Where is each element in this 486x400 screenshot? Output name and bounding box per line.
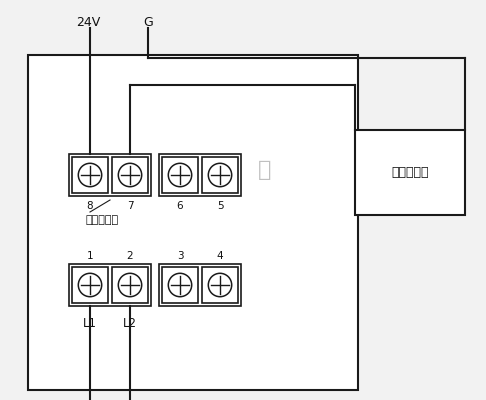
Circle shape xyxy=(118,163,142,187)
Bar xyxy=(159,154,241,196)
Text: 6: 6 xyxy=(177,201,183,211)
Bar xyxy=(162,157,198,193)
Circle shape xyxy=(208,163,232,187)
Text: 8: 8 xyxy=(87,201,93,211)
Bar xyxy=(72,267,108,303)
Text: 声光或警铃: 声光或警铃 xyxy=(391,166,429,179)
Text: 特: 特 xyxy=(259,160,272,180)
Text: 4: 4 xyxy=(217,251,223,261)
Bar xyxy=(112,157,148,193)
Bar xyxy=(355,130,465,215)
Bar xyxy=(69,264,151,306)
Circle shape xyxy=(78,163,102,187)
Text: 24V: 24V xyxy=(76,16,100,28)
Bar xyxy=(28,55,358,390)
Text: L1: L1 xyxy=(83,317,97,330)
Circle shape xyxy=(208,273,232,297)
Text: 1: 1 xyxy=(87,251,93,261)
Circle shape xyxy=(118,273,142,297)
Text: 7: 7 xyxy=(127,201,133,211)
Bar xyxy=(202,267,238,303)
Text: 5: 5 xyxy=(217,201,223,211)
Bar xyxy=(202,157,238,193)
Bar xyxy=(162,267,198,303)
Text: G: G xyxy=(143,16,153,28)
Bar xyxy=(69,154,151,196)
Bar xyxy=(159,264,241,306)
Bar xyxy=(112,267,148,303)
Text: L2: L2 xyxy=(123,317,137,330)
Circle shape xyxy=(78,273,102,297)
Circle shape xyxy=(168,163,191,187)
Text: 按下时闭合: 按下时闭合 xyxy=(85,215,118,225)
Circle shape xyxy=(168,273,191,297)
Bar xyxy=(72,157,108,193)
Text: 2: 2 xyxy=(127,251,133,261)
Text: 3: 3 xyxy=(177,251,183,261)
